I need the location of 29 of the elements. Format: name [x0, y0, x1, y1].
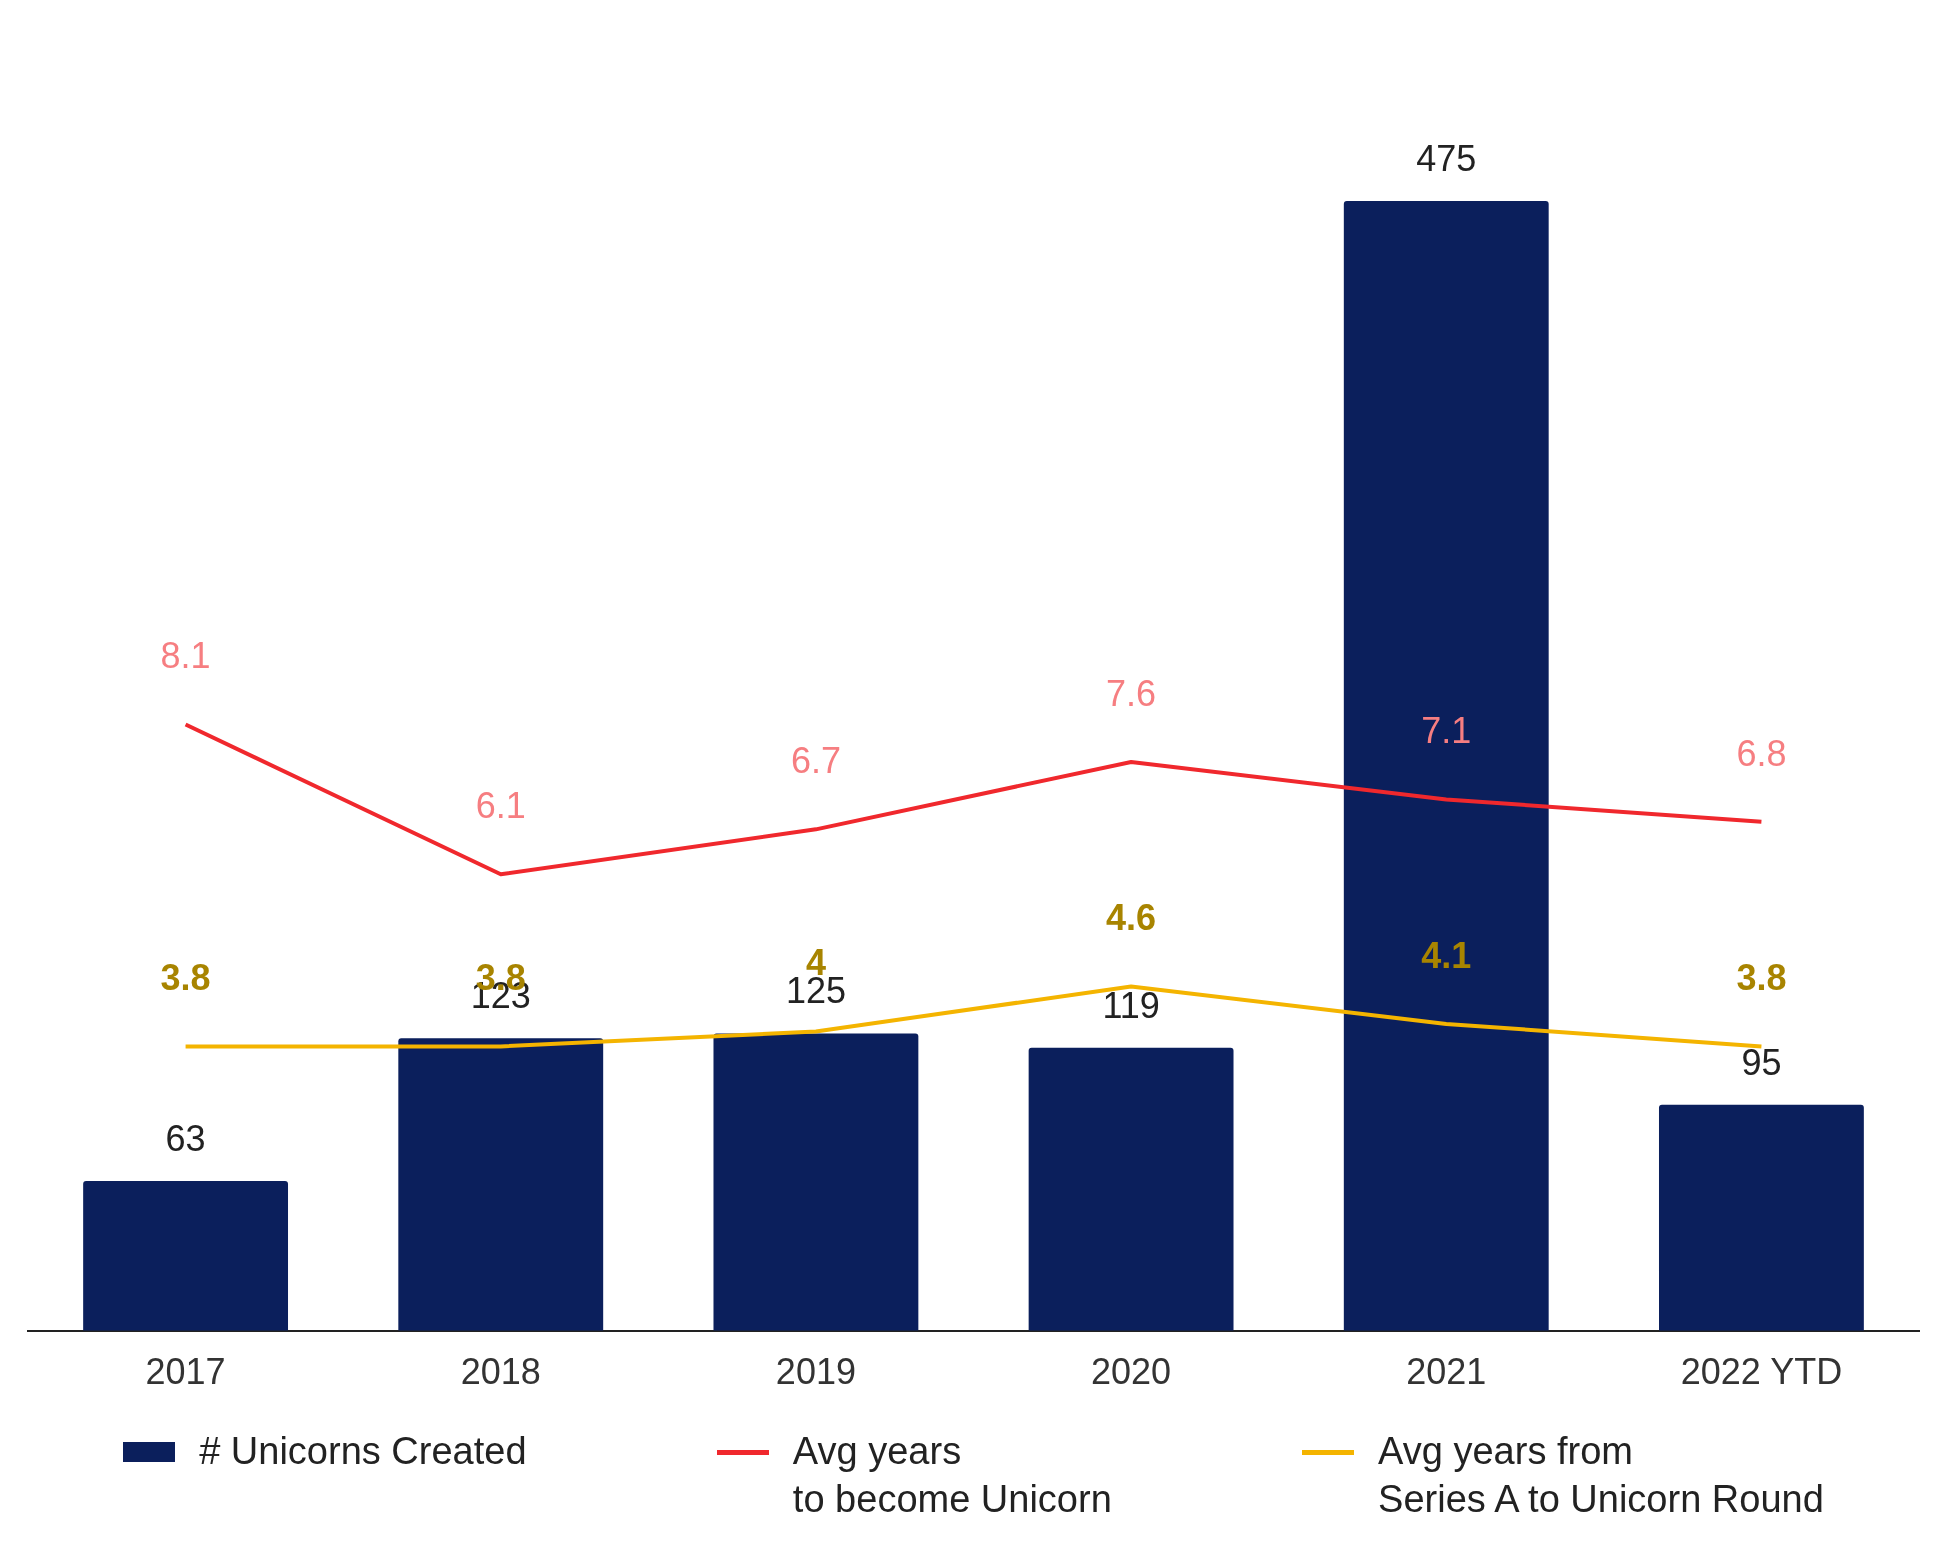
data-label: 95: [1741, 1041, 1782, 1083]
data-label: 6.7: [790, 740, 841, 782]
data-label: 3.8: [160, 957, 211, 999]
x-tick-label: 2022 YTD: [1680, 1351, 1843, 1393]
bar: [398, 1038, 604, 1331]
data-label: 6.8: [1736, 732, 1787, 774]
x-tick-label: 2020: [1091, 1351, 1172, 1393]
data-label: 475: [1416, 137, 1477, 179]
data-label: 8.1: [160, 635, 211, 677]
data-label: 6.1: [475, 785, 526, 827]
legend-label: Avg years from Series A to Unicorn Round: [1378, 1429, 1824, 1522]
x-tick-label: 2017: [145, 1351, 226, 1393]
bar: [83, 1180, 289, 1331]
legend-label: # Unicorns Created: [199, 1429, 527, 1474]
bar: [713, 1033, 919, 1331]
x-tick-label: 2018: [460, 1351, 541, 1393]
bar: [1343, 200, 1549, 1331]
data-label: 3.8: [1736, 957, 1787, 999]
data-label: 4.1: [1421, 934, 1472, 976]
data-label: 7.1: [1421, 710, 1472, 752]
bar: [1028, 1047, 1234, 1331]
data-label: 119: [1102, 984, 1160, 1026]
legend-label: Avg years to become Unicorn: [792, 1429, 1112, 1522]
data-label: 4.6: [1106, 897, 1157, 939]
data-label: 7.6: [1106, 672, 1157, 714]
bar: [1658, 1104, 1864, 1331]
x-tick-label: 2021: [1406, 1351, 1487, 1393]
data-label: 63: [165, 1117, 206, 1159]
x-tick-label: 2019: [775, 1351, 856, 1393]
